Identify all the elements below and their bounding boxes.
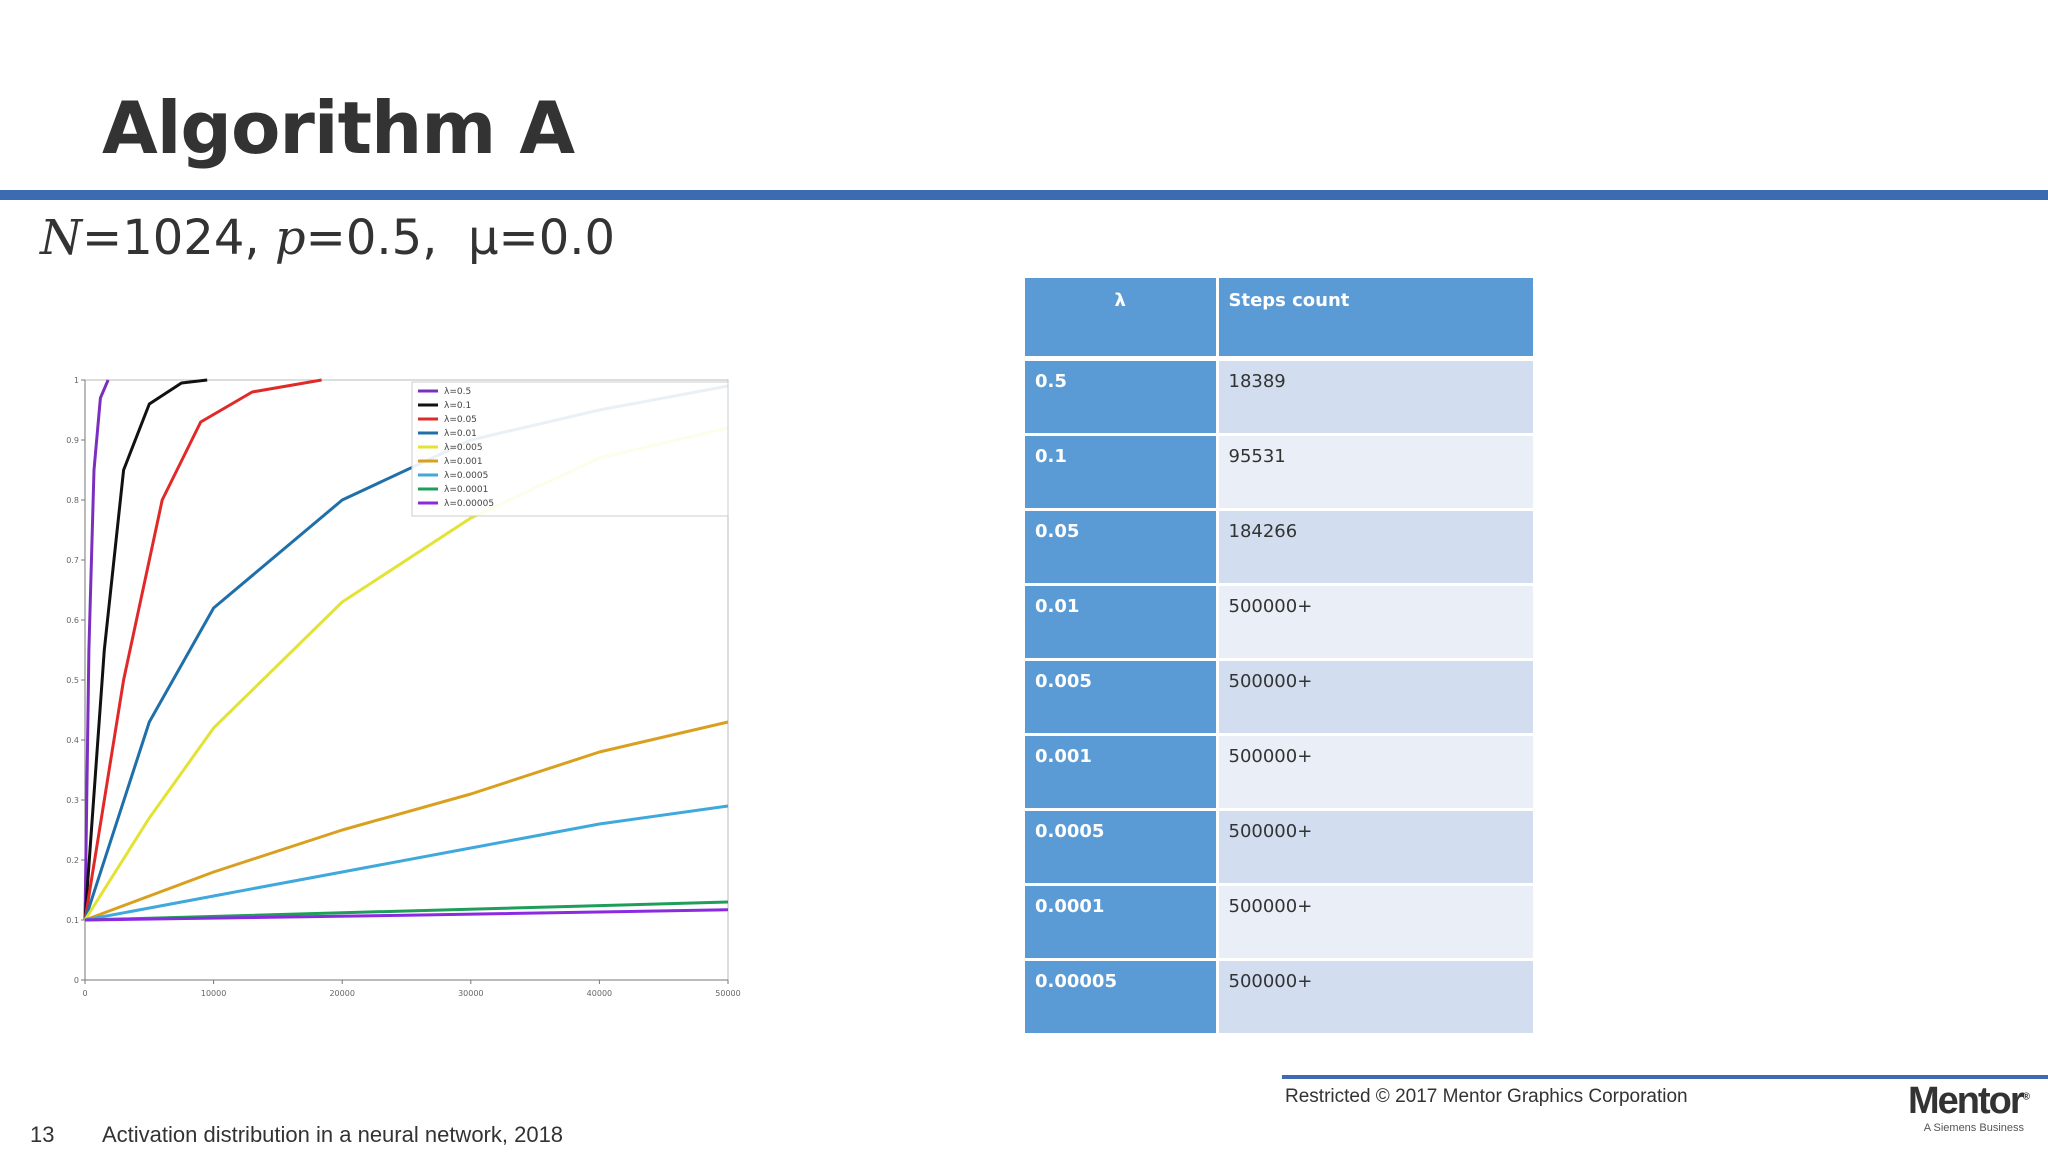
- legend-entry: λ=0.0005: [444, 471, 488, 481]
- legend-entry: λ=0.001: [444, 457, 483, 467]
- page-number: 13: [30, 1122, 55, 1147]
- series-line: [84, 720, 729, 922]
- series-line: [83, 378, 322, 921]
- y-tick-label: 0.1: [66, 916, 79, 925]
- table-row: 0.05 184266: [1025, 509, 1536, 586]
- lambda-cell: 0.001: [1025, 734, 1219, 811]
- header-steps-count: Steps count: [1217, 278, 1536, 361]
- y-tick-label: 0.3: [66, 796, 79, 805]
- y-tick-label: 0.5: [66, 676, 79, 685]
- x-tick-label: 0: [82, 989, 87, 998]
- lambda-cell: 0.00005: [1025, 959, 1219, 1036]
- y-tick-label: 0.4: [66, 736, 79, 745]
- series-line: [84, 908, 729, 922]
- y-tick-label: 0.7: [66, 556, 79, 565]
- lambda-cell: 0.0005: [1025, 809, 1219, 886]
- lambda-cell: 0.0001: [1025, 884, 1219, 961]
- lambda-cell: 0.005: [1025, 659, 1219, 736]
- y-tick-label: 0: [74, 976, 79, 985]
- steps-cell: 500000+: [1217, 809, 1536, 886]
- activation-chart: 0 10000 20000 30000 40000 50000 0 0.1 0.2 0.3 0.4 0…: [66, 376, 740, 998]
- mentor-logo: Mentor® A Siemens Business: [1860, 1082, 2030, 1138]
- legend-box: [411, 381, 729, 517]
- header-lambda: λ: [1025, 278, 1219, 361]
- legend-entry: λ=0.05: [444, 415, 477, 425]
- title-divider: [0, 190, 2048, 200]
- slide-title: Algorithm A: [102, 86, 575, 170]
- legend-entry: λ=0.5: [444, 387, 471, 397]
- param-n-value: =1024,: [82, 210, 275, 266]
- lambda-cell: 0.05: [1025, 509, 1219, 586]
- param-mu: μ=0.0: [467, 210, 616, 266]
- legend-entry: λ=0.1: [444, 401, 471, 411]
- steps-cell: 95531: [1217, 434, 1536, 511]
- table-row: 0.001 500000+: [1025, 734, 1536, 811]
- lambda-cell: 0.1: [1025, 434, 1219, 511]
- legend-entry: λ=0.01: [444, 429, 477, 439]
- x-tick-label: 10000: [201, 989, 226, 998]
- y-tick-label: 1: [74, 376, 79, 385]
- param-n-symbol: N: [40, 210, 82, 266]
- y-tick-label: 0.8: [66, 496, 79, 505]
- y-tick-label: 0.6: [66, 616, 79, 625]
- table-header-row: λ Steps count: [1025, 278, 1536, 361]
- table-row: 0.01 500000+: [1025, 584, 1536, 661]
- steps-cell: 500000+: [1217, 734, 1536, 811]
- logo-wordmark: Mentor®: [1907, 1080, 2030, 1122]
- legend-entry: λ=0.00005: [444, 499, 494, 509]
- param-p-value: =0.5,: [305, 210, 438, 266]
- legend-entry: λ=0.005: [444, 443, 483, 453]
- logo-tagline: A Siemens Business: [1923, 1122, 2024, 1134]
- legend-entry: λ=0.0001: [444, 485, 488, 495]
- footer-caption: Activation distribution in a neural netw…: [102, 1122, 564, 1147]
- steps-table: λ Steps count 0.5 18389 0.1 95531 0.05 1…: [1025, 278, 1536, 1036]
- lambda-cell: 0.5: [1025, 358, 1219, 436]
- x-tick-label: 20000: [329, 989, 354, 998]
- table-row: 0.0005 500000+: [1025, 809, 1536, 886]
- table-row: 0.5 18389: [1025, 358, 1536, 436]
- steps-cell: 500000+: [1217, 584, 1536, 661]
- steps-cell: 500000+: [1217, 884, 1536, 961]
- footer-divider: [1282, 1075, 2048, 1079]
- series-line: [83, 378, 208, 921]
- lambda-cell: 0.01: [1025, 584, 1219, 661]
- table-row: 0.1 95531: [1025, 434, 1536, 511]
- x-tick-label: 30000: [458, 989, 483, 998]
- steps-cell: 18389: [1217, 358, 1536, 436]
- steps-cell: 184266: [1217, 509, 1536, 586]
- table-row: 0.005 500000+: [1025, 659, 1536, 736]
- y-tick-label: 0.2: [66, 856, 79, 865]
- param-p-symbol: p: [274, 210, 306, 266]
- x-tick-label: 40000: [587, 989, 612, 998]
- y-tick-label: 0.9: [66, 436, 79, 445]
- steps-cell: 500000+: [1217, 959, 1536, 1036]
- steps-cell: 500000+: [1217, 659, 1536, 736]
- x-tick-label: 50000: [715, 989, 740, 998]
- series-line: [83, 379, 110, 921]
- copyright-notice: Restricted © 2017 Mentor Graphics Corpor…: [1285, 1086, 1688, 1107]
- parameters-line: N=1024, p=0.5, μ=0.0: [40, 214, 615, 262]
- series-line: [84, 804, 729, 922]
- table-row: 0.00005 500000+: [1025, 959, 1536, 1036]
- table-row: 0.0001 500000+: [1025, 884, 1536, 961]
